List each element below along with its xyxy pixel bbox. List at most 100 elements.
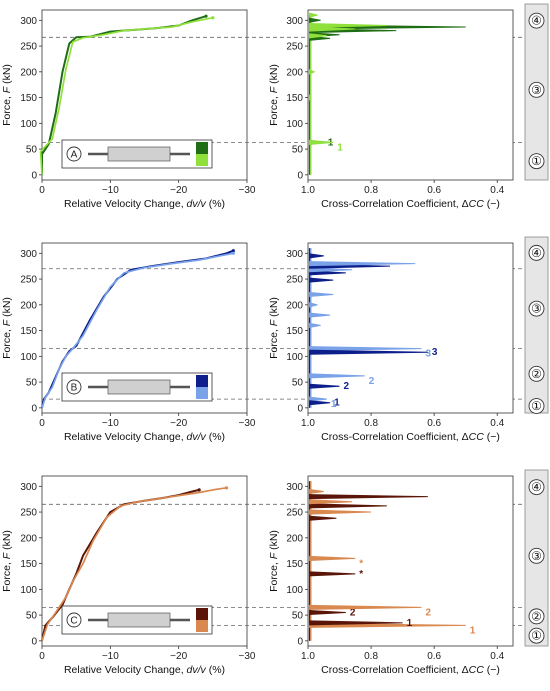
cc-peak-label: 1: [470, 625, 476, 636]
cc-peak: [309, 33, 327, 39]
stage-number: ②: [531, 609, 542, 623]
cc-peak: [309, 346, 422, 352]
cc-peak-label: 3: [426, 349, 432, 360]
specimen-body: [107, 379, 171, 395]
stage-number: ④: [531, 14, 542, 28]
cc-peak: [309, 373, 365, 379]
stage-marker: [528, 547, 545, 564]
x-tick-label: 0.4: [490, 418, 504, 429]
x-tick-label: 1.0: [301, 651, 315, 662]
cc-peak: [309, 396, 327, 402]
cc-peak-label: 2: [344, 381, 350, 392]
series-end-point: [224, 486, 229, 490]
stage-number: ③: [531, 302, 542, 316]
y-tick-label: 50: [292, 145, 304, 156]
y-tick-label: 50: [26, 611, 38, 622]
x-tick-label: 0.8: [364, 185, 378, 196]
cc-peak: [309, 69, 316, 75]
y-tick-label: 0: [31, 403, 37, 414]
velocity-series-2: [41, 252, 234, 409]
cc-peak: [309, 94, 312, 102]
stage-marker: [528, 244, 545, 261]
y-tick-label: 150: [20, 326, 37, 337]
stage-panel: [524, 236, 549, 414]
x-tick-label: 1.0: [301, 185, 315, 196]
cc-plot-frame: [307, 9, 514, 181]
y-tick-label: 200: [20, 300, 37, 311]
cc-peak: [309, 400, 331, 406]
cc-peak: [309, 312, 331, 318]
y-tick-label: 50: [292, 611, 304, 622]
legend-swatch-light: [196, 620, 208, 632]
x-tick-label: 0.6: [427, 185, 441, 196]
x-tick-label: −20: [170, 185, 187, 196]
force-axis-label: Force, F (kN): [268, 297, 280, 359]
stage-number: ①: [531, 629, 542, 643]
y-tick-label: 150: [286, 559, 303, 570]
force-axis-label: Force, F (kN): [1, 64, 13, 126]
stage-number: ④: [531, 480, 542, 494]
cc-peak: [309, 277, 334, 283]
series-end-point: [231, 249, 235, 253]
cc-peak: [309, 291, 334, 298]
series-end-point: [197, 488, 201, 492]
x-tick-label: −20: [170, 651, 187, 662]
y-tick-label: 300: [286, 249, 303, 260]
legend-swatch-light: [196, 154, 208, 166]
x-tick-label: 0.4: [490, 185, 504, 196]
x-tick-label: 0.6: [427, 651, 441, 662]
x-tick-label: −30: [239, 418, 256, 429]
y-tick-label: 100: [286, 585, 303, 596]
cc-peak: [309, 571, 356, 577]
y-tick-label: 200: [20, 67, 37, 78]
y-tick-label: 300: [20, 249, 37, 260]
stage-number: ③: [531, 83, 542, 97]
panel-label: C: [70, 616, 77, 627]
cc-axis-label: Cross-Correlation Coefficient, ΔCC (−): [321, 664, 500, 676]
y-tick-label: 100: [286, 119, 303, 130]
y-tick-label: 150: [20, 93, 37, 104]
velocity-axis-label: Relative Velocity Change, dv/v (%): [64, 431, 225, 443]
force-axis-label: Force, F (kN): [268, 64, 280, 126]
y-tick-label: 300: [20, 482, 37, 493]
cc-peak: [309, 494, 428, 500]
x-tick-label: 0: [39, 651, 45, 662]
y-tick-label: 200: [20, 533, 37, 544]
cc-peak-label: *: [359, 569, 363, 580]
y-tick-label: 250: [286, 42, 303, 53]
y-tick-label: 0: [297, 403, 303, 414]
velocity-axis-label: Relative Velocity Change, dv/v (%): [64, 664, 225, 676]
cc-peak: [309, 515, 337, 521]
force-axis-label: Force, F (kN): [1, 297, 13, 359]
legend-swatch-dark: [196, 375, 208, 387]
y-tick-label: 250: [20, 275, 37, 286]
x-tick-label: 0: [39, 418, 45, 429]
x-tick-label: 1.0: [301, 418, 315, 429]
cc-peak-label: *: [359, 558, 363, 569]
x-tick-label: 0.8: [364, 418, 378, 429]
cc-peak: [309, 253, 324, 259]
y-tick-label: 300: [286, 482, 303, 493]
panel-label-circle: [66, 612, 82, 628]
stage-marker: [528, 398, 545, 414]
cc-peak-label: 3: [432, 347, 438, 358]
legend-swatch-dark: [196, 142, 208, 154]
cc-peak: [309, 26, 356, 32]
cc-peak: [309, 488, 324, 495]
cc-peak-label: 2: [350, 608, 356, 619]
y-tick-label: 250: [286, 275, 303, 286]
cc-peak-label: 2: [426, 607, 432, 618]
velocity-series-2: [39, 16, 213, 175]
y-tick-label: 0: [31, 636, 37, 647]
cc-peak: [309, 322, 321, 329]
force-axis-label: Force, F (kN): [1, 530, 13, 592]
cc-peak: [309, 12, 318, 18]
cc-peak: [309, 383, 340, 389]
y-tick-label: 50: [26, 145, 38, 156]
x-tick-label: 0.4: [490, 651, 504, 662]
cc-peak-label: 2: [369, 376, 375, 387]
x-tick-label: −10: [102, 185, 119, 196]
stage-number: ①: [531, 399, 542, 413]
stage-marker: [528, 153, 545, 170]
y-tick-label: 250: [20, 508, 37, 519]
